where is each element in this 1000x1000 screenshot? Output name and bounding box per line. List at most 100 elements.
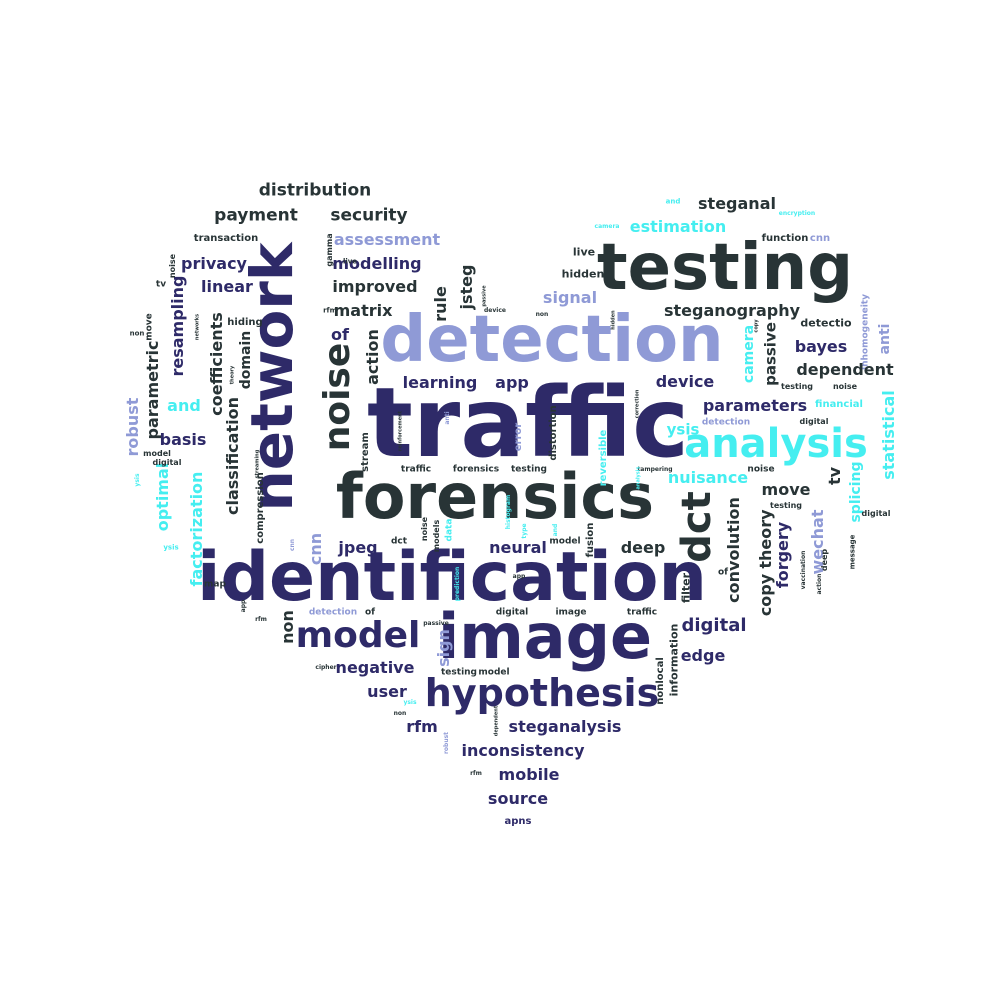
cloud-word: digital (861, 509, 891, 518)
cloud-word: image (437, 600, 653, 673)
cloud-word: anti (877, 323, 893, 355)
cloud-word: forgery (773, 521, 792, 589)
cloud-word: privacy (181, 254, 247, 273)
cloud-word: rule (431, 286, 450, 322)
cloud-word: correction (634, 389, 641, 419)
cloud-word: cnn (289, 538, 296, 552)
cloud-word: data (444, 518, 455, 542)
cloud-word: non (535, 311, 549, 318)
cloud-word: testing (441, 667, 477, 678)
cloud-word: identification (197, 538, 707, 617)
cloud-word: theory (756, 509, 775, 569)
cloud-word: device (655, 372, 715, 391)
cloud-word: information (667, 623, 681, 697)
cloud-word: of (717, 567, 729, 578)
cloud-word: models (432, 519, 441, 553)
cloud-word: jsteg (457, 264, 476, 310)
cloud-word: financial (815, 399, 863, 410)
cloud-word: model (478, 667, 510, 678)
cloud-word: testing (781, 382, 813, 391)
cloud-word: model (549, 536, 581, 547)
cloud-word: deep (620, 538, 666, 557)
cloud-word: app (495, 373, 529, 392)
cloud-word: detection (701, 417, 751, 428)
cloud-word: traffic (400, 464, 432, 475)
cloud-word: neural (489, 538, 547, 557)
cloud-word: mobile (498, 765, 560, 784)
cloud-word: error (513, 422, 524, 452)
cloud-word: digital (152, 458, 182, 467)
cloud-word: sign (434, 629, 453, 667)
cloud-word: copy (753, 319, 760, 333)
cloud-word: model (295, 615, 421, 656)
cloud-word: forensics (335, 460, 655, 533)
cloud-word: distribution (258, 180, 372, 201)
cloud-word: testing (511, 464, 547, 475)
cloud-word: tv (825, 466, 844, 486)
cloud-word: device (484, 307, 506, 314)
cloud-word: image (555, 607, 587, 618)
cloud-word: transaction (193, 233, 259, 244)
cloud-word: tv (155, 279, 167, 290)
cloud-word: user (367, 682, 407, 701)
cloud-word: map (204, 579, 226, 590)
cloud-word: non (129, 329, 145, 338)
cloud-word: dct (674, 491, 720, 563)
cloud-word: steganalysis (508, 717, 622, 736)
cloud-word: stream (360, 432, 371, 472)
cloud-word: passive (481, 285, 488, 307)
cloud-word: hidden (561, 267, 605, 281)
cloud-word: steganography (663, 301, 801, 320)
cloud-word: hypothesis (424, 671, 660, 715)
cloud-word: hidden (610, 310, 617, 330)
cloud-word: noise (420, 516, 429, 542)
cloud-word: linear (201, 277, 253, 296)
cloud-word: estimation (629, 217, 727, 236)
cloud-word: inconsistency (461, 741, 585, 760)
cloud-word: source (487, 789, 549, 808)
cloud-word: bayes (794, 337, 848, 356)
cloud-word: noise (317, 342, 358, 452)
cloud-word: robust (443, 731, 450, 755)
cloud-word: forensics (452, 464, 500, 475)
cloud-word: type (521, 523, 528, 539)
cloud-word: ysis (666, 420, 700, 439)
cloud-word: cnn (809, 233, 831, 244)
cloud-word: optimal (153, 462, 172, 532)
cloud-word: vaccination (800, 550, 807, 590)
cloud-word: and (665, 197, 681, 206)
cloud-word: ysis (403, 699, 417, 706)
cloud-word: camera (741, 324, 757, 384)
cloud-word: copy (756, 573, 775, 617)
cloud-word: statistical (879, 390, 898, 480)
cloud-word: ysis (163, 543, 179, 552)
cloud-word: detectio (800, 316, 852, 330)
cloud-word: ysis (134, 473, 141, 487)
cloud-word: payment (214, 205, 298, 226)
cloud-word: noise (747, 464, 775, 475)
cloud-word: non (393, 710, 407, 717)
cloud-word: signal (542, 288, 598, 307)
cloud-word: detection (380, 303, 724, 377)
cloud-word: security (330, 205, 408, 226)
cloud-word: networks (194, 313, 201, 341)
cloud-word: histogram (505, 494, 512, 530)
cloud-word: hiding (227, 317, 263, 328)
cloud-word: matrix (333, 301, 393, 320)
cloud-word: live (342, 257, 358, 266)
cloud-word: apns (504, 816, 532, 827)
cloud-word: encryption (778, 210, 816, 217)
cloud-word: passive (761, 322, 780, 386)
cloud-word: domain (238, 330, 254, 390)
cloud-word: dct (390, 536, 408, 547)
cloud-word: steganal (698, 194, 776, 213)
cloud-word: theory (229, 365, 236, 385)
cloud-word: filter (679, 572, 693, 604)
cloud-word: compression (255, 472, 266, 544)
cloud-word: gamma (325, 233, 334, 267)
cloud-word: fusion (585, 522, 596, 558)
cloud-word: learning (402, 373, 478, 392)
cloud-word: distortion (548, 405, 559, 461)
cloud-word: reinforcement (397, 410, 404, 452)
